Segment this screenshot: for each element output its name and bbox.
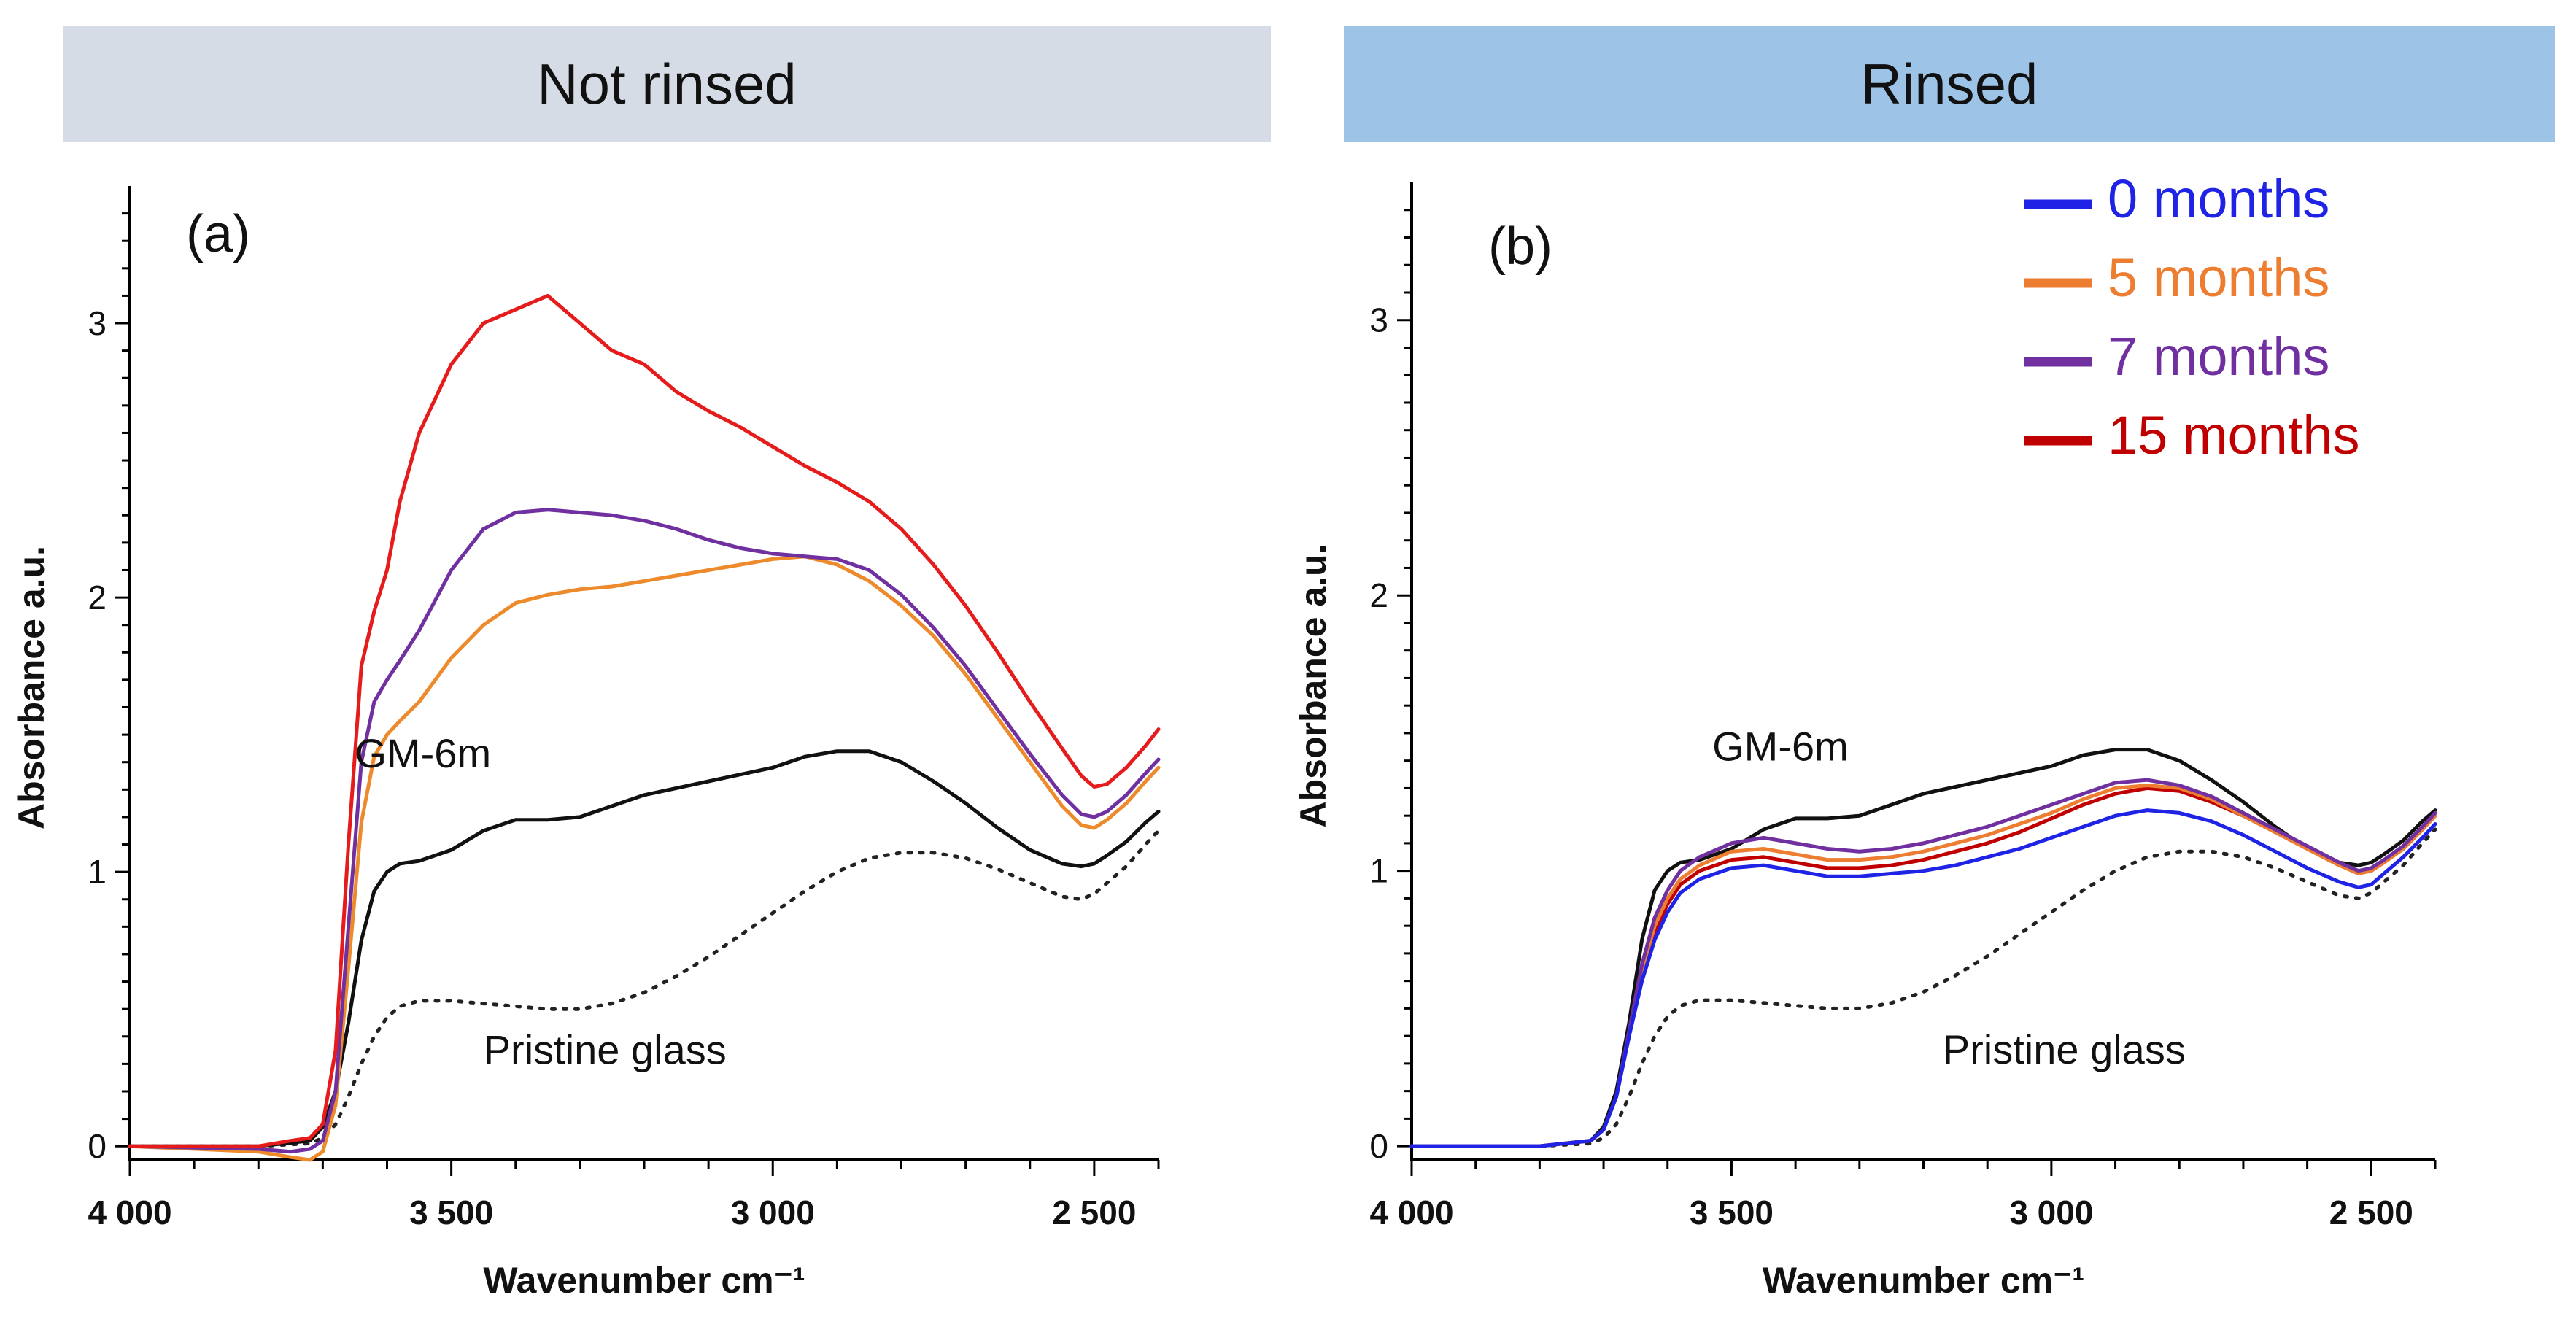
panel-b-plot: 0 1 2 3 4 000 3 500 3 000 2 500 Wavenumber cm⁻¹ A… (1293, 169, 2437, 1301)
panel-b-series-7-months (1409, 778, 2437, 1148)
panel-b-series-5-months (1409, 784, 2437, 1148)
panel-a-y-axis-label: Absorbance a.u. (11, 546, 52, 829)
panel-a-plot: 0 1 2 3 4 000 3 500 3 000 2 500 Wavenumber cm⁻¹ A… (11, 186, 1161, 1301)
panel-a-series-pristine-glass (128, 829, 1161, 1148)
panel-b-y-tick-label: 3 (1369, 301, 1388, 339)
panel-a-label: (a) (186, 205, 250, 263)
legend-label-5-months: 5 months (2108, 247, 2329, 308)
legend-label-0-months: 0 months (2108, 169, 2329, 229)
panel-b-series-pristine-glass (1409, 827, 2437, 1148)
panel-b-label: (b) (1488, 217, 1552, 276)
legend-label-15-months: 15 months (2108, 405, 2360, 465)
panel-b-x-tick-label: 4 000 (1369, 1193, 1453, 1231)
panel-a-x-tick-label: 4 000 (88, 1193, 171, 1231)
panel-b-x-tick-label: 3 500 (1690, 1193, 1774, 1231)
panel-a-y-tick-label: 2 (88, 579, 107, 616)
panel-b-x-tick-label: 3 000 (2009, 1193, 2093, 1231)
panel-a-y-tick-label: 3 (88, 304, 107, 342)
panel-b-legend: 0 months 5 months 7 months 15 months (2024, 169, 2360, 465)
panel-a-annotation-pristine-glass: Pristine glass (484, 1026, 727, 1072)
panel-a-x-tick-label: 3 000 (731, 1193, 815, 1231)
panel-a-x-tick-label: 2 500 (1052, 1193, 1136, 1231)
panel-a-series-gm-6m (128, 749, 1161, 1148)
panel-b-y-axis-label: Absorbance a.u. (1293, 544, 1334, 828)
panel-b-banner-title: Rinsed (1860, 51, 2038, 116)
panel-a-annotation-gm-6m: GM-6m (355, 730, 491, 776)
panel-b-x-axis-label: Wavenumber cm⁻¹ (1763, 1260, 2084, 1301)
panel-a-banner: Not rinsed (63, 26, 1271, 142)
panel-b-annotation-gm-6m: GM-6m (1712, 724, 1849, 770)
panel-a-x-axis-label: Wavenumber cm⁻¹ (483, 1260, 805, 1301)
panel-a-series-15-months (128, 293, 1161, 1148)
panel-a-y-tick-label: 1 (88, 853, 107, 891)
panel-a-series-5-months (128, 554, 1161, 1162)
panel-b-banner: Rinsed (1344, 26, 2555, 142)
panel-b-series-gm-6m (1409, 748, 2437, 1148)
panel-b-y-tick-label: 0 (1369, 1127, 1388, 1165)
panel-a-banner-title: Not rinsed (537, 51, 797, 116)
panel-a-x-tick-label: 3 500 (409, 1193, 493, 1231)
panel-a-series-7-months (128, 508, 1161, 1154)
panel-b-y-tick-label: 1 (1369, 852, 1388, 890)
legend-label-7-months: 7 months (2108, 326, 2329, 387)
panel-b-series-0-months (1409, 808, 2437, 1148)
panel-b-x-tick-label: 2 500 (2329, 1193, 2413, 1231)
panel-a-y-tick-label: 0 (88, 1127, 107, 1165)
panel-b-annotation-pristine-glass: Pristine glass (1943, 1026, 2186, 1072)
panel-b-y-tick-label: 2 (1369, 576, 1388, 614)
